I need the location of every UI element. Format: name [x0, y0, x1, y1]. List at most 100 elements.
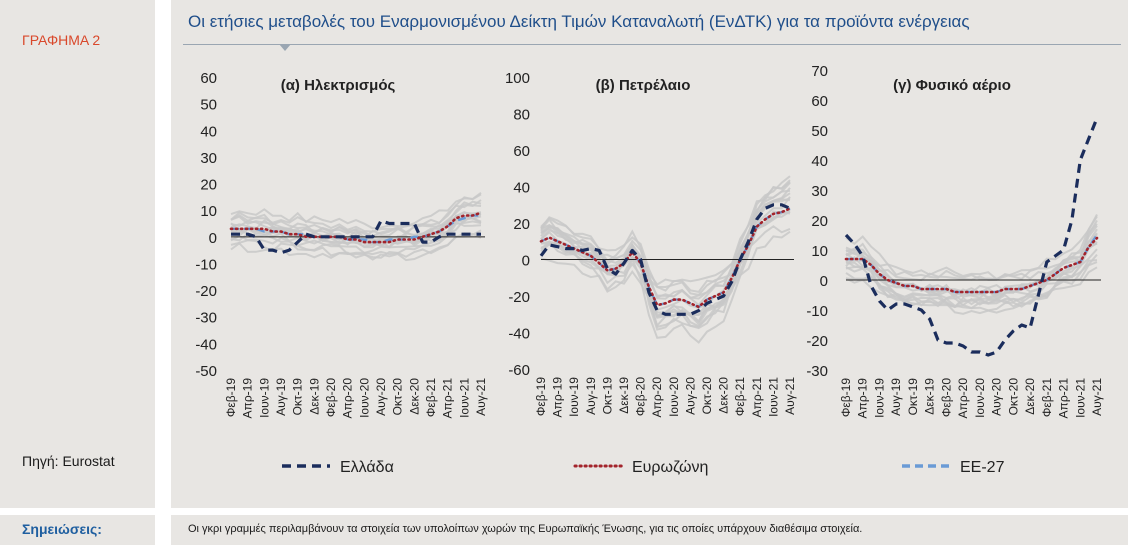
y-tick-label: -30 — [806, 363, 828, 380]
y-tick-label: -60 — [508, 362, 530, 379]
y-tick-label: 10 — [200, 203, 217, 220]
x-tick-label: Ιουν-20 — [973, 378, 987, 418]
x-tick-label: Ιουν-21 — [457, 378, 471, 418]
y-tick-label: 0 — [820, 273, 828, 290]
x-tick-label: Δεκ-19 — [307, 378, 321, 415]
other-country-line — [845, 232, 1098, 315]
other-country-line — [230, 220, 482, 255]
other-country-line — [845, 266, 1098, 310]
y-tick-label: 10 — [811, 243, 828, 260]
y-tick-label: 20 — [200, 177, 217, 194]
y-tick-label: -10 — [806, 303, 828, 320]
left-panel — [0, 0, 155, 508]
x-tick-label: Δεκ-19 — [923, 378, 937, 415]
x-tick-label: Απρ-19 — [856, 378, 870, 419]
figure-label: ΓΡΑΦΗΜΑ 2 — [22, 32, 101, 48]
y-tick-label: 20 — [513, 216, 530, 233]
series-line-greece — [539, 203, 791, 316]
x-tick-label: Δεκ-20 — [1023, 378, 1037, 415]
x-tick-label: Ιουν-20 — [667, 377, 681, 417]
x-tick-label: Αυγ-20 — [374, 378, 388, 416]
x-tick-label: Αυγ-19 — [584, 377, 598, 415]
y-tick-label: 0 — [522, 253, 530, 270]
source-note: Πηγή: Eurostat — [22, 453, 115, 469]
y-tick-label: 100 — [505, 70, 530, 87]
x-tick-label: Αυγ-19 — [274, 378, 288, 416]
notes-label-panel — [0, 515, 155, 545]
y-tick-label: 40 — [200, 123, 217, 140]
other-country-line — [540, 196, 791, 344]
x-tick-label: Αυγ-20 — [683, 377, 697, 415]
page-title: Οι ετήσιες μεταβολές του Εναρμονισμένου … — [188, 12, 970, 31]
other-country-line — [540, 181, 791, 300]
chart-title: (γ) Φυσικό αέριο — [893, 77, 1011, 94]
x-tick-label: Φεβ-20 — [939, 378, 953, 417]
x-tick-label: Ιουν-19 — [872, 378, 886, 418]
x-tick-label: Δεκ-20 — [407, 378, 421, 415]
y-tick-label: 50 — [200, 97, 217, 114]
x-tick-label: Απρ-19 — [551, 377, 565, 418]
x-tick-label: Απρ-20 — [956, 378, 970, 419]
x-tick-label: Αυγ-20 — [990, 378, 1004, 416]
y-tick-label: 70 — [811, 63, 828, 80]
x-tick-label: Φεβ-19 — [534, 377, 548, 416]
x-tick-label: Οκτ-20 — [1006, 378, 1020, 416]
chart-title: (α) Ηλεκτρισμός — [281, 77, 396, 94]
y-tick-label: 60 — [513, 143, 530, 160]
other-country-line — [846, 228, 1098, 300]
other-country-line — [845, 214, 1098, 281]
x-tick-label: Φεβ-21 — [424, 378, 438, 417]
y-tick-label: 30 — [811, 183, 828, 200]
chart-2: 100 80 60 40 20 0 -20 -40 -60 Φεβ-19 Απρ-19 Ιουν-19… — [505, 70, 797, 417]
y-tick-label: 30 — [200, 150, 217, 167]
y-tick-label: -50 — [195, 363, 217, 380]
chart-title: (β) Πετρέλαιο — [596, 77, 691, 94]
x-tick-label: Αυγ-21 — [1090, 378, 1104, 416]
x-tick-label: Απρ-21 — [1057, 378, 1071, 419]
legend-label: Ευρωζώνη — [632, 459, 708, 476]
x-tick-label: Φεβ-20 — [324, 378, 338, 417]
x-tick-label: Δεκ-20 — [717, 377, 731, 414]
y-tick-label: -20 — [508, 289, 530, 306]
series-line-greece — [231, 219, 481, 255]
y-tick-label: -30 — [195, 310, 217, 327]
x-tick-label: Δεκ-19 — [617, 377, 631, 414]
x-tick-label: Αυγ-21 — [783, 377, 797, 415]
series-line-greece — [844, 117, 1099, 357]
x-tick-label: Ιουν-19 — [257, 378, 271, 418]
y-tick-label: 40 — [513, 180, 530, 197]
x-tick-label: Οκτ-20 — [700, 377, 714, 415]
y-tick-label: -40 — [508, 326, 530, 343]
notes-label: Σημειώσεις: — [22, 521, 102, 537]
legend-label: ΕΕ-27 — [960, 459, 1005, 476]
x-tick-label: Ιουν-20 — [357, 378, 371, 418]
y-tick-label: -20 — [195, 283, 217, 300]
y-tick-label: 60 — [200, 70, 217, 87]
x-tick-label: Φεβ-19 — [224, 378, 238, 417]
notes-panel — [171, 515, 1128, 545]
title-divider — [183, 44, 1121, 45]
notes-text: Οι γκρι γραμμές περιλαμβάνουν τα στοιχεί… — [188, 523, 863, 535]
x-tick-label: Ιουν-21 — [1073, 378, 1087, 418]
y-tick-label: 80 — [513, 107, 530, 124]
x-tick-label: Ιουν-19 — [567, 377, 581, 417]
series-line-euro-area — [229, 211, 483, 244]
other-country-line — [230, 215, 482, 239]
x-tick-label: Φεβ-19 — [839, 378, 853, 417]
y-tick-label: 20 — [811, 213, 828, 230]
x-tick-label: Απρ-21 — [441, 378, 455, 419]
legend-label: Ελλάδα — [340, 459, 394, 476]
x-tick-label: Φεβ-21 — [733, 377, 747, 416]
other-country-line — [230, 191, 482, 230]
y-tick-label: 0 — [209, 230, 217, 247]
x-tick-label: Απρ-21 — [750, 377, 764, 418]
x-tick-label: Αυγ-19 — [889, 378, 903, 416]
other-country-line — [230, 193, 482, 240]
series-line-euro-area — [844, 236, 1099, 294]
x-tick-label: Απρ-20 — [341, 378, 355, 419]
x-tick-label: Ιουν-21 — [766, 377, 780, 417]
x-tick-label: Απρ-20 — [650, 377, 664, 418]
y-tick-label: -40 — [195, 336, 217, 353]
